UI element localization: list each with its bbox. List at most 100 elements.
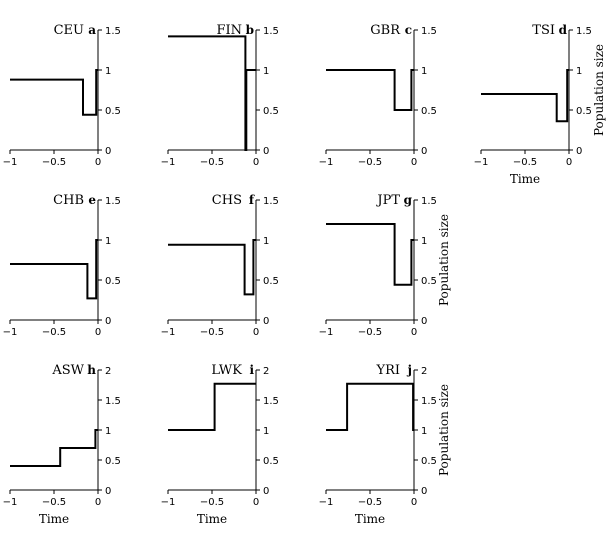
panel-ceu-x-tick-label: −1 — [3, 157, 18, 168]
panel-fin-x-tick-label: −1 — [161, 157, 176, 168]
panel-ceu-x-tick-label: 0 — [95, 157, 101, 168]
panel-asw-x-tick-label: 0 — [95, 497, 101, 508]
panel-yri-y-tick-label: 1.5 — [421, 396, 437, 407]
panel-jpt-x-tick-label: −1 — [319, 327, 334, 338]
panel-gbr-title: GBR — [370, 23, 401, 38]
panel-gbr-y-tick-label: 1.5 — [421, 26, 437, 37]
panel-chs-letter: f — [249, 193, 255, 207]
panel-chs-x-tick-label: −1 — [161, 327, 176, 338]
panel-fin-title: FIN — [216, 23, 242, 38]
panel-yri-x-tick-label: −0.5 — [358, 497, 382, 508]
panel-tsi-step-line — [481, 69, 569, 123]
panel-fin-letter: b — [246, 23, 254, 37]
panel-chs-y-tick-label: 0 — [263, 316, 269, 327]
panel-lwk-x-tick-label: −1 — [161, 497, 176, 508]
panel-gbr-y-tick-label: 1 — [421, 66, 427, 77]
panel-lwk-y-tick-label: 0 — [263, 486, 269, 497]
panel-yri-y-tick-label: 1 — [421, 426, 427, 437]
panel-lwk-x-tick-label: −0.5 — [200, 497, 224, 508]
panel-yri-x-tick-label: 0 — [411, 497, 417, 508]
panel-lwk-x-tick-label: 0 — [253, 497, 259, 508]
panel-tsi-y-tick-label: 0 — [576, 146, 582, 157]
panel-chb-y-tick-label: 1.5 — [105, 196, 121, 207]
panel-jpt-y-tick-label: 0.5 — [421, 276, 437, 287]
panel-gbr-y-tick-label: 0.5 — [421, 106, 437, 117]
panel-chb-y-tick-label: 1 — [105, 236, 111, 247]
panel-jpt-y-tick-label: 1.5 — [421, 196, 437, 207]
panel-fin-step-line — [168, 35, 256, 151]
panel-yri-y-tick-label: 0.5 — [421, 456, 437, 467]
panel-asw-letter: h — [87, 363, 96, 377]
panel-tsi-y-axis-label: Population size — [592, 44, 606, 136]
panel-jpt-title: JPT — [375, 193, 400, 208]
panel-tsi-title: TSI — [532, 23, 555, 38]
panel-yri-y-tick-label: 0 — [421, 486, 427, 497]
panel-chs-title: CHS — [212, 193, 242, 208]
panel-chb-step-line — [10, 239, 98, 300]
panel-jpt-letter: g — [404, 193, 413, 207]
panel-asw-y-tick-label: 2 — [105, 366, 111, 377]
panel-ceu-letter: a — [88, 23, 96, 37]
panel-yri-y-tick-label: 2 — [421, 366, 427, 377]
panel-yri-step-line — [326, 382, 415, 431]
panel-chb-x-tick-label: 0 — [95, 327, 101, 338]
panel-chs-x-tick-label: 0 — [253, 327, 259, 338]
panel-chs-x-tick-label: −0.5 — [200, 327, 224, 338]
panel-asw-x-tick-label: −1 — [3, 497, 18, 508]
panel-asw-x-axis-label: Time — [39, 512, 69, 526]
panel-ceu-y-tick-label: 0.5 — [105, 106, 121, 117]
panel-tsi-y-tick-label: 0.5 — [576, 106, 592, 117]
panel-lwk-y-tick-label: 0.5 — [263, 456, 279, 467]
panel-tsi-letter: d — [559, 23, 568, 37]
panel-tsi-x-axis-label: Time — [510, 172, 540, 186]
panel-lwk-letter: i — [249, 363, 254, 377]
panel-asw-y-tick-label: 0.5 — [105, 456, 121, 467]
panel-ceu-y-tick-label: 1 — [105, 66, 111, 77]
panel-gbr-x-tick-label: 0 — [411, 157, 417, 168]
panel-chs-y-tick-label: 0.5 — [263, 276, 279, 287]
panel-chb-x-tick-label: −1 — [3, 327, 18, 338]
panel-jpt-x-tick-label: 0 — [411, 327, 417, 338]
panel-asw-title: ASW — [51, 363, 84, 378]
panel-fin-x-tick-label: −0.5 — [200, 157, 224, 168]
panel-chb-x-tick-label: −0.5 — [42, 327, 66, 338]
panel-ceu-step-line — [10, 69, 98, 116]
panel-yri-x-axis-label: Time — [355, 512, 385, 526]
panel-lwk-y-tick-label: 1 — [263, 426, 269, 437]
panel-chb-title: CHB — [53, 193, 84, 208]
panel-fin-y-tick-label: 0 — [263, 146, 269, 157]
panel-asw-x-tick-label: −0.5 — [42, 497, 66, 508]
panel-chs-y-tick-label: 1.5 — [263, 196, 279, 207]
panel-jpt-y-axis-label: Population size — [437, 214, 451, 306]
panel-asw-y-tick-label: 0 — [105, 486, 111, 497]
panel-chb-y-tick-label: 0 — [105, 316, 111, 327]
panel-lwk-x-axis-label: Time — [197, 512, 227, 526]
panel-fin-y-tick-label: 1.5 — [263, 26, 279, 37]
panel-ceu-x-tick-label: −0.5 — [42, 157, 66, 168]
panel-gbr-x-tick-label: −0.5 — [358, 157, 382, 168]
panel-lwk-title: LWK — [211, 363, 242, 378]
panel-asw-y-tick-label: 1 — [105, 426, 111, 437]
panel-fin-y-tick-label: 0.5 — [263, 106, 279, 117]
panel-ceu-y-tick-label: 0 — [105, 146, 111, 157]
panel-jpt-y-tick-label: 0 — [421, 316, 427, 327]
panel-chs-y-tick-label: 1 — [263, 236, 269, 247]
panel-tsi-y-tick-label: 1.5 — [576, 26, 592, 37]
panel-tsi-x-tick-label: 0 — [566, 157, 572, 168]
panel-ceu-title: CEU — [54, 23, 84, 38]
panel-gbr-step-line — [326, 69, 414, 111]
panel-tsi-y-tick-label: 1 — [576, 66, 582, 77]
panel-yri-x-tick-label: −1 — [319, 497, 334, 508]
panel-asw-step-line — [10, 429, 98, 467]
panel-jpt-x-tick-label: −0.5 — [358, 327, 382, 338]
panel-chb-letter: e — [88, 193, 96, 207]
panel-fin-x-tick-label: 0 — [253, 157, 259, 168]
panel-tsi-x-tick-label: −0.5 — [513, 157, 537, 168]
panel-yri-letter: j — [407, 363, 412, 377]
panel-lwk-step-line — [168, 382, 256, 431]
panel-fin-y-tick-label: 1 — [263, 66, 269, 77]
panel-jpt-step-line — [326, 223, 414, 286]
panel-lwk-y-tick-label: 1.5 — [263, 396, 279, 407]
panel-yri-title: YRI — [375, 363, 400, 378]
